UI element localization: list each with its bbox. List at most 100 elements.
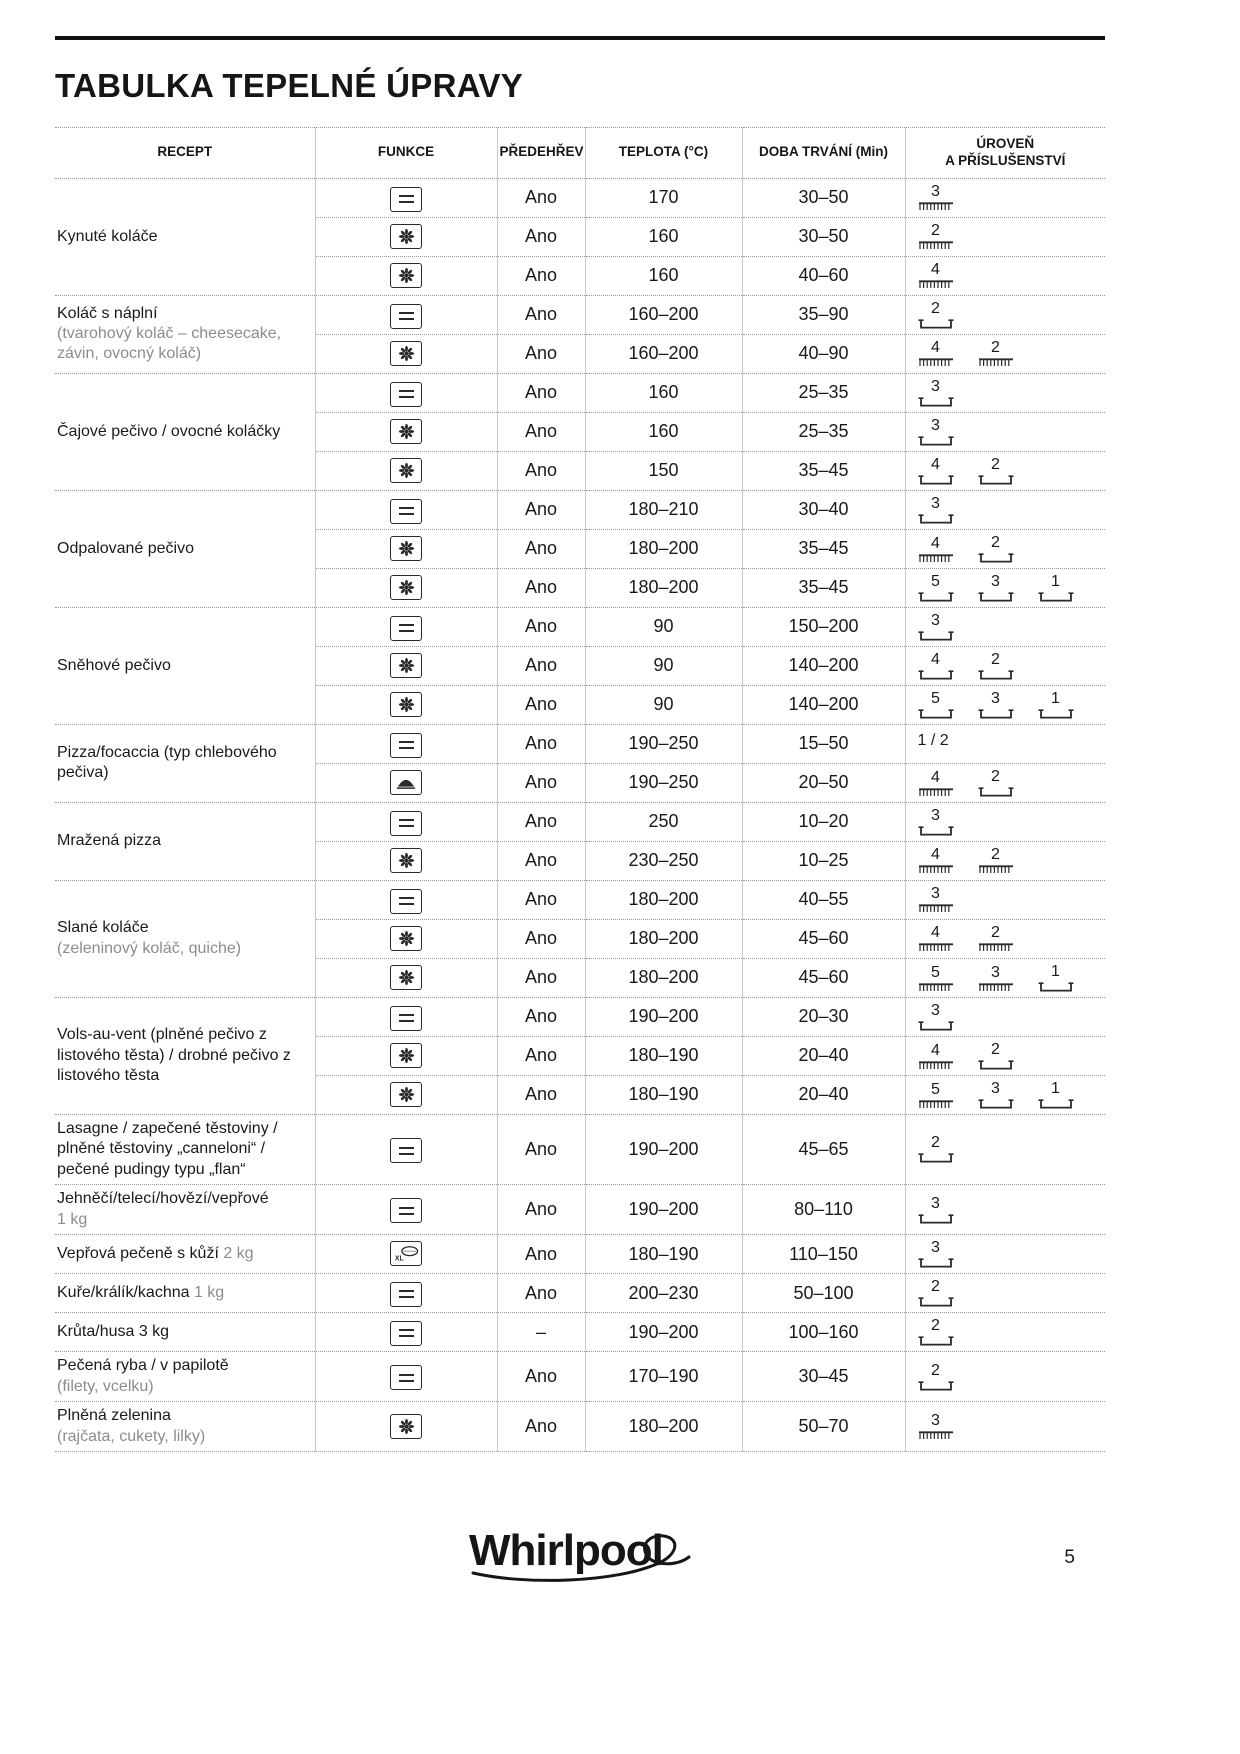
levels-cell: 2: [904, 217, 1105, 257]
wire-shelf-icon: [918, 904, 953, 913]
fan-function-icon: [390, 964, 422, 990]
levels-cell: 3: [904, 880, 1105, 920]
table-row: Plněná zelenina (rajčata, cukety, lilky) A…: [55, 1401, 1105, 1452]
shelf-level-number: 4: [931, 339, 940, 357]
fan-function-icon: [390, 847, 422, 873]
fan-function-icon: [390, 1081, 422, 1107]
shelf-level-number: 4: [931, 650, 940, 668]
table-row: Ano 180–200 35–45 5 3 1: [55, 568, 1105, 608]
page-title: TABULKA TEPELNÉ ÚPRAVY: [55, 67, 524, 104]
table-row: Slané koláče (zeleninový koláč, quiche) An…: [55, 880, 1105, 998]
duration-cell: 35–45: [741, 568, 905, 608]
levels-cell: 3: [904, 802, 1105, 842]
static-function-icon: [390, 186, 422, 212]
shelf-level-number: 3: [931, 377, 940, 395]
fan-function-icon: [390, 574, 422, 600]
recipe-name: Mražená pizza: [57, 832, 162, 850]
preheat-cell: Ano: [496, 997, 585, 1037]
temperature-cell: 200–230: [584, 1273, 742, 1314]
shelf-level-number: 3: [931, 494, 940, 512]
baking-tray-icon: [918, 1380, 953, 1391]
recipe-cell: Lasagne / zapečené těstoviny / plněné tě…: [55, 1114, 315, 1186]
col-header-duration: DOBA TRVÁNÍ (Min): [741, 127, 905, 179]
shelf-level-number: 2: [931, 222, 940, 240]
shelf-level: 2: [918, 1318, 954, 1346]
baking-tray-icon: [918, 1297, 953, 1307]
levels-cell: 2: [904, 295, 1105, 335]
levels-cell: 2: [904, 1273, 1105, 1314]
temperature-cell: 90: [584, 646, 742, 686]
page-number: 5: [1064, 1547, 1075, 1568]
static-function-icon: [390, 732, 422, 758]
shelf-level: 4: [918, 847, 954, 874]
fan-function-icon: [390, 535, 422, 561]
duration-cell: 15–50: [741, 724, 905, 764]
duration-cell: 50–100: [741, 1273, 905, 1314]
baking-tray-icon: [918, 436, 953, 446]
col-header-preheat: PŘEDEHŘEV: [496, 127, 585, 179]
shelf-level: 4: [918, 262, 954, 289]
wire-shelf-icon: [918, 241, 953, 250]
table-row: Koláč s náplní (tvarohový koláč – cheesec…: [55, 295, 1105, 374]
preheat-cell: Ano: [496, 646, 585, 686]
static-function-icon: [390, 303, 422, 329]
shelf-level-number: 3: [931, 1412, 940, 1429]
shelf-level: 2: [978, 534, 1014, 563]
shelf-level: 4: [918, 769, 954, 797]
shelf-level-number: 3: [991, 572, 1000, 590]
col-header-temperature: TEPLOTA (°C): [584, 127, 742, 179]
recipe-cell: Pizza/focaccia (typ chlebového pečiva): [55, 724, 315, 803]
bread-function-icon: [390, 770, 422, 796]
recipe-cell: Pečená ryba / v papilotě (filety, vcelku): [55, 1351, 315, 1403]
table-row: Vols-au-vent (plněné pečivo z listového …: [55, 997, 1105, 1115]
duration-cell: 150–200: [741, 607, 905, 647]
wire-shelf-icon: [918, 1431, 953, 1439]
brand-wordmark: Whirlpool: [469, 1526, 663, 1575]
baking-tray-icon: [1038, 592, 1073, 602]
table-row: Sněhové pečivo Ano 90 150–200 3: [55, 607, 1105, 725]
levels-cell: 3: [904, 373, 1105, 413]
shelf-level-number: 4: [931, 534, 940, 552]
recipe-name: Pizza/focaccia (typ chlebového pečiva): [57, 743, 277, 782]
static-function-icon: [390, 1365, 422, 1391]
baking-tray-icon: [918, 1021, 953, 1031]
shelf-level: 2: [978, 1041, 1014, 1070]
temperature-cell: 160: [584, 373, 742, 413]
shelf-level: 2: [978, 925, 1014, 952]
whirlpool-logo: Whirlpool: [55, 1513, 1105, 1604]
baking-tray-icon: [918, 397, 953, 407]
temperature-cell: 170–190: [584, 1351, 742, 1403]
shelf-level-number: 3: [931, 806, 940, 824]
svg-text:XL: XL: [394, 1256, 404, 1263]
recipe-name: Kuře/králík/kachna 1 kg: [57, 1283, 225, 1301]
levels-cell: 3: [904, 412, 1105, 452]
shelf-level-number: 5: [931, 572, 940, 590]
fan-function-icon: [390, 925, 422, 951]
shelf-level-number: 1: [1051, 962, 1060, 980]
shelf-level: 5: [918, 964, 954, 992]
table-row: Vepřová pečeně s kůží 2 kg XL Ano 180–190 11…: [55, 1234, 1105, 1275]
recipe-weight: 2 kg: [218, 1244, 254, 1262]
duration-cell: 10–25: [741, 841, 905, 881]
baking-tray-icon: [978, 475, 1013, 485]
table-row: Ano 150 35–45 4 2: [55, 451, 1105, 491]
shelf-level: 3: [918, 184, 954, 211]
preheat-cell: Ano: [496, 490, 585, 530]
recipe-subtext: (rajčata, cukety, lilky): [57, 1427, 206, 1445]
function-cell: [314, 1184, 497, 1236]
levels-cell: 2: [904, 1312, 1105, 1353]
table-row: Odpalované pečivo Ano 180–210 30–40 3: [55, 490, 1105, 608]
levels-cell: 5 3 1: [904, 685, 1105, 725]
baking-tray-icon: [1038, 1099, 1073, 1109]
levels-cell: 5 3 1: [904, 568, 1105, 608]
function-cell: [314, 1114, 497, 1186]
fan-function-icon: [390, 223, 422, 249]
recipe-name: Koláč s náplní: [57, 304, 158, 322]
function-cell: [314, 490, 497, 530]
preheat-cell: Ano: [496, 568, 585, 608]
shelf-level: 2: [918, 1135, 954, 1163]
shelf-level: 4: [918, 925, 954, 952]
